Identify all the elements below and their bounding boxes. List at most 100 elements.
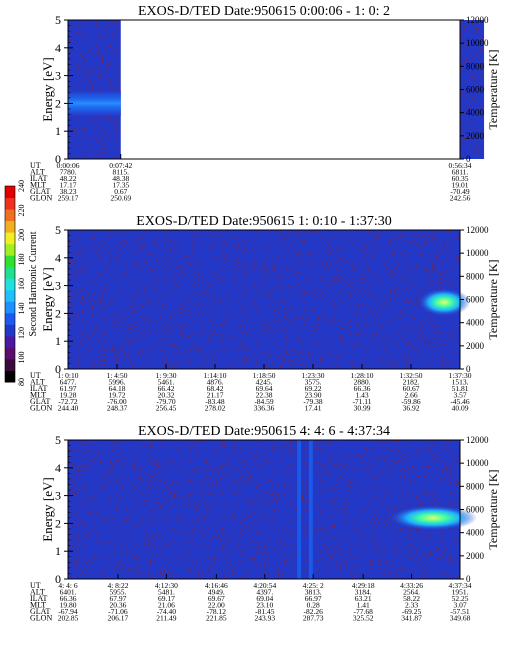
noise-dot bbox=[202, 572, 204, 574]
orbit-cell: 23.90 bbox=[305, 391, 322, 400]
noise-dot bbox=[373, 292, 375, 294]
noise-dot bbox=[200, 352, 202, 354]
noise-dot bbox=[287, 353, 289, 355]
noise-dot bbox=[413, 238, 415, 240]
noise-dot bbox=[427, 235, 429, 237]
noise-dot bbox=[264, 491, 266, 493]
noise-dot bbox=[314, 283, 316, 285]
noise-dot bbox=[475, 146, 477, 148]
noise-dot bbox=[77, 244, 79, 246]
noise-dot bbox=[209, 308, 211, 310]
noise-dot bbox=[278, 321, 280, 323]
noise-dot bbox=[79, 23, 81, 25]
noise-dot bbox=[369, 233, 371, 235]
noise-dot bbox=[430, 553, 432, 555]
noise-dot bbox=[296, 326, 298, 328]
noise-dot bbox=[97, 258, 99, 260]
noise-dot bbox=[282, 275, 284, 277]
noise-dot bbox=[173, 295, 175, 297]
noise-dot bbox=[297, 352, 299, 354]
noise-dot bbox=[235, 485, 237, 487]
noise-dot bbox=[393, 509, 395, 511]
noise-dot bbox=[473, 131, 475, 133]
noise-dot bbox=[161, 360, 163, 362]
noise-dot bbox=[128, 284, 130, 286]
noise-dot bbox=[275, 231, 277, 233]
y2-tick-label: 0 bbox=[466, 364, 471, 374]
noise-dot bbox=[70, 304, 72, 306]
noise-dot bbox=[431, 342, 433, 344]
noise-dot bbox=[114, 567, 116, 569]
noise-dot bbox=[251, 304, 253, 306]
noise-dot bbox=[170, 460, 172, 462]
noise-dot bbox=[114, 473, 116, 475]
noise-dot bbox=[307, 530, 309, 532]
noise-dot bbox=[243, 359, 245, 361]
noise-dot bbox=[402, 353, 404, 355]
noise-dot bbox=[171, 330, 173, 332]
noise-dot bbox=[453, 448, 455, 450]
noise-dot bbox=[443, 269, 445, 271]
noise-dot bbox=[265, 367, 267, 369]
noise-dot bbox=[344, 520, 346, 522]
noise-dot bbox=[115, 258, 117, 260]
noise-dot bbox=[349, 460, 351, 462]
noise-dot bbox=[105, 151, 107, 153]
noise-dot bbox=[68, 455, 70, 457]
noise-dot bbox=[432, 276, 434, 278]
noise-dot bbox=[106, 349, 108, 351]
noise-dot bbox=[87, 75, 89, 77]
noise-dot bbox=[449, 556, 451, 558]
noise-dot bbox=[235, 327, 237, 329]
noise-dot bbox=[378, 234, 380, 236]
noise-dot bbox=[97, 128, 99, 130]
noise-dot bbox=[473, 145, 475, 147]
noise-dot bbox=[86, 71, 88, 73]
noise-dot bbox=[303, 278, 305, 280]
noise-dot bbox=[454, 501, 456, 503]
noise-dot bbox=[190, 490, 192, 492]
noise-dot bbox=[218, 472, 220, 474]
noise-dot bbox=[146, 255, 148, 257]
noise-dot bbox=[97, 540, 99, 542]
orbit-cell: 3575. bbox=[305, 378, 322, 387]
noise-dot bbox=[260, 508, 262, 510]
noise-dot bbox=[192, 244, 194, 246]
noise-dot bbox=[160, 327, 162, 329]
noise-dot bbox=[295, 244, 297, 246]
noise-dot bbox=[280, 234, 282, 236]
noise-dot bbox=[108, 116, 110, 118]
noise-dot bbox=[339, 565, 341, 567]
noise-dot bbox=[348, 364, 350, 366]
noise-dot bbox=[241, 347, 243, 349]
noise-dot bbox=[274, 277, 276, 279]
noise-dot bbox=[329, 367, 331, 369]
noise-dot bbox=[358, 557, 360, 559]
noise-dot bbox=[160, 458, 162, 460]
noise-dot bbox=[231, 478, 233, 480]
noise-dot bbox=[164, 234, 166, 236]
noise-dot bbox=[69, 553, 71, 555]
noise-dot bbox=[428, 272, 430, 274]
noise-dot bbox=[397, 462, 399, 464]
noise-dot bbox=[352, 553, 354, 555]
noise-dot bbox=[154, 483, 156, 485]
noise-dot bbox=[442, 469, 444, 471]
noise-dot bbox=[300, 293, 302, 295]
noise-dot bbox=[260, 444, 262, 446]
noise-dot bbox=[449, 365, 451, 367]
noise-dot bbox=[445, 474, 447, 476]
noise-dot bbox=[74, 299, 76, 301]
noise-dot bbox=[99, 301, 101, 303]
noise-dot bbox=[149, 340, 151, 342]
noise-dot bbox=[336, 262, 338, 264]
noise-dot bbox=[473, 96, 475, 98]
noise-dot bbox=[163, 292, 165, 294]
noise-dot bbox=[470, 47, 472, 49]
noise-dot bbox=[78, 116, 80, 118]
noise-dot bbox=[460, 26, 462, 28]
noise-dot bbox=[465, 110, 467, 112]
noise-dot bbox=[476, 77, 478, 79]
noise-dot bbox=[119, 546, 121, 548]
